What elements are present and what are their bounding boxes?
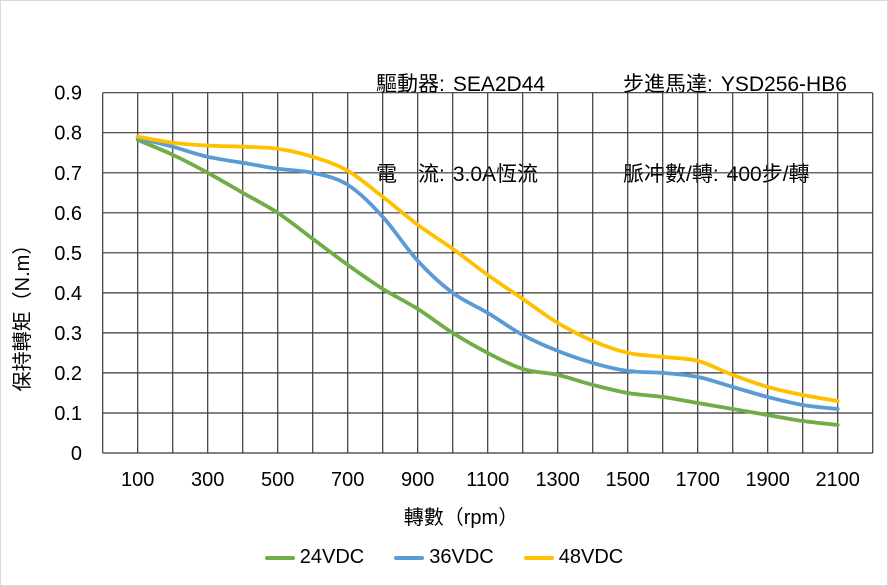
legend-label-36vdc: 36VDC xyxy=(429,546,494,568)
spec-driver-label: 驅動器: xyxy=(376,73,445,96)
y-tick-label: 0.4 xyxy=(54,283,82,305)
legend-item-48vdc: 48VDC xyxy=(523,546,624,569)
chart-legend: 24VDC 36VDC 48VDC xyxy=(1,546,887,569)
y-axis-title: 保持轉矩（N.m） xyxy=(11,235,34,392)
legend-swatch-24vdc-icon xyxy=(264,555,295,560)
legend-swatch-48vdc-icon xyxy=(523,555,554,560)
legend-label-48vdc: 48VDC xyxy=(558,546,624,568)
spec-motor-line: 步進馬達: YSD256-HB6 xyxy=(623,70,847,100)
y-tick-labels: 0 0.1 0.2 0.3 0.4 0.5 0.6 0.7 0.8 0.9 xyxy=(54,83,82,465)
curve-group xyxy=(135,134,840,427)
header-spec-column-left: 驅動器: SEA2D44 電 流: 3.0A恆流 xyxy=(376,10,545,250)
x-tick-label: 1300 xyxy=(535,469,580,491)
spec-current-value: 3.0A恆流 xyxy=(452,163,539,186)
x-tick-label: 2100 xyxy=(815,469,860,491)
spec-current-label: 電 流: xyxy=(376,163,445,186)
torque-chart-canvas: 100 300 500 700 900 1100 1300 1500 1700 1900 2100 … xyxy=(11,83,874,529)
y-tick-label: 0.3 xyxy=(54,323,82,345)
y-tick-label: 0.9 xyxy=(54,83,82,105)
spec-motor-label: 步進馬達: xyxy=(623,73,713,96)
x-tick-label: 300 xyxy=(191,469,224,491)
y-tick-label: 0.8 xyxy=(54,123,82,145)
plot-grid xyxy=(102,92,874,454)
legend-item-36vdc: 36VDC xyxy=(394,546,494,569)
y-tick-label: 0.6 xyxy=(54,203,82,225)
x-tick-label: 900 xyxy=(401,469,434,491)
x-tick-label: 100 xyxy=(121,469,154,491)
spec-driver-line: 驅動器: SEA2D44 xyxy=(376,70,545,100)
curve-48vdc xyxy=(135,134,840,403)
x-tick-label: 1100 xyxy=(466,469,509,491)
y-tick-label: 0.2 xyxy=(54,363,82,385)
y-tick-label: 0.1 xyxy=(54,403,82,425)
spec-motor-value: YSD256-HB6 xyxy=(720,73,847,96)
spec-current-line: 電 流: 3.0A恆流 xyxy=(376,160,545,190)
x-axis-title: 轉數（rpm） xyxy=(404,506,518,529)
x-tick-label: 500 xyxy=(261,469,294,491)
curve-24vdc xyxy=(135,138,840,427)
spec-steps-label: 脈冲數/轉: xyxy=(623,163,719,186)
spec-driver-value: SEA2D44 xyxy=(452,73,546,96)
legend-label-24vdc: 24VDC xyxy=(299,546,365,568)
legend-swatch-36vdc-icon xyxy=(394,555,425,560)
x-tick-label: 700 xyxy=(331,469,364,491)
curve-36vdc xyxy=(135,136,840,411)
legend-item-24vdc: 24VDC xyxy=(264,546,365,569)
y-tick-label: 0.7 xyxy=(54,163,82,185)
x-tick-labels: 100 300 500 700 900 1100 1300 1500 1700 1900 2100 xyxy=(121,469,860,491)
x-tick-label: 1500 xyxy=(605,469,650,491)
y-tick-label: 0.5 xyxy=(54,243,82,265)
y-tick-label: 0 xyxy=(71,443,82,465)
x-tick-label: 1900 xyxy=(745,469,790,491)
x-tick-label: 1700 xyxy=(675,469,720,491)
